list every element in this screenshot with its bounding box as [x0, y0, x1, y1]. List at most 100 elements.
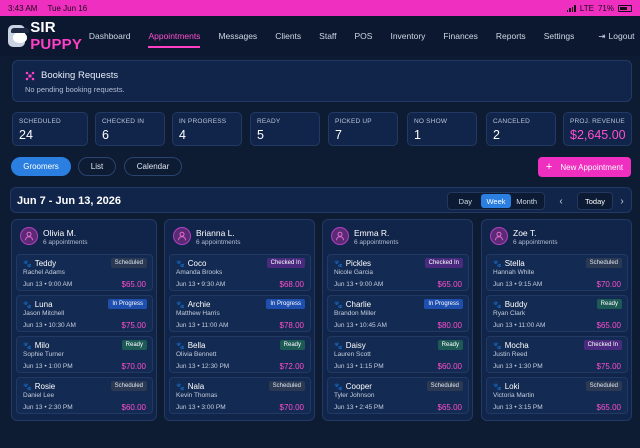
battery-label: 71%: [597, 3, 614, 13]
appointment-time: Jun 13 • 11:00 AM: [176, 322, 229, 329]
stat-card-checked-in[interactable]: CHECKED IN 6: [95, 112, 165, 146]
pet-name: Pickles: [345, 259, 372, 268]
stat-value: 2: [493, 128, 500, 142]
appointment-card[interactable]: 🐾 Archie Matthew Harris Jun 13 • 11:00 AM $7…: [169, 295, 311, 332]
status-bar: 3:43 AM Tue Jun 16 LTE 71%: [0, 0, 640, 16]
month-view-button[interactable]: Month: [516, 196, 538, 206]
appointment-card[interactable]: 🐾 Buddy Ryan Clark Jun 13 • 11:00 AM $65.00 R…: [486, 295, 628, 332]
appointment-price: $65.00: [121, 280, 146, 289]
groomer-avatar-icon: [331, 227, 349, 245]
appointment-card[interactable]: 🐾 Cooper Tyler Johnson Jun 13 • 2:45 PM $65.…: [327, 377, 469, 414]
paw-icon: 🐾: [23, 383, 32, 391]
booking-requests-panel: Booking Requests No pending booking requ…: [12, 60, 632, 102]
nav-item-staff[interactable]: Staff: [319, 31, 337, 41]
status-badge: Ready: [279, 340, 305, 350]
appointment-card[interactable]: 🐾 Rosie Daniel Lee Jun 13 • 2:30 PM $60.00 Sc…: [16, 377, 153, 414]
new-appointment-button[interactable]: + New Appointment: [538, 157, 631, 177]
stat-label: NO SHOW: [414, 118, 448, 125]
brand-logo[interactable]: SIR PUPPY: [8, 19, 89, 53]
appointment-price: $75.00: [121, 321, 146, 330]
appointment-card[interactable]: 🐾 Nala Kevin Thomas Jun 13 • 3:00 PM $70.00 S…: [169, 377, 311, 414]
week-view-button[interactable]: Week: [480, 194, 512, 208]
new-appointment-label: New Appointment: [560, 162, 624, 172]
nav-item-appointments[interactable]: Appointments: [148, 16, 200, 56]
logout-button[interactable]: ⇥ Logout: [598, 16, 634, 56]
appointment-time: Jun 13 • 3:15 PM: [493, 404, 543, 411]
nav-item-inventory[interactable]: Inventory: [390, 31, 426, 41]
groomer-header[interactable]: Zoe T. 6 appointments: [482, 220, 631, 253]
status-badge: In Progress: [266, 299, 305, 309]
status-badge: Checked In: [266, 258, 305, 268]
appointment-card[interactable]: 🐾 Charlie Brandon Miller Jun 13 • 10:45 AM $…: [327, 295, 469, 332]
stat-card-ready[interactable]: READY 5: [250, 112, 320, 146]
paw-icon: 🐾: [23, 301, 32, 309]
appointment-card[interactable]: 🐾 Daisy Lauren Scott Jun 13 • 1:15 PM $60.00…: [327, 336, 469, 373]
stat-card-picked-up[interactable]: PICKED UP 7: [328, 112, 398, 146]
booking-requests-subtitle: No pending booking requests.: [25, 85, 125, 94]
appointment-card[interactable]: 🐾 Loki Victoria Martin Jun 13 • 3:15 PM $65.…: [486, 377, 628, 414]
owner-name: Brandon Miller: [334, 310, 376, 317]
battery-icon: [618, 4, 632, 12]
stat-card-proj-revenue[interactable]: PROJ. REVENUE $2,645.00: [563, 112, 632, 146]
nav-item-pos[interactable]: POS: [354, 31, 373, 41]
date-range-bar: Jun 7 - Jun 13, 2026 Day Week Month ‹ To…: [10, 187, 632, 213]
groomer-name: Emma R.: [354, 228, 390, 238]
owner-name: Rachel Adams: [23, 269, 65, 276]
appointment-price: $65.00: [596, 321, 621, 330]
day-view-button[interactable]: Day: [458, 196, 472, 206]
nav-item-reports[interactable]: Reports: [495, 31, 526, 41]
groomer-header[interactable]: Brianna L. 6 appointments: [165, 220, 314, 253]
logout-label: Logout: [608, 31, 635, 41]
appointment-card[interactable]: 🐾 Stella Hannah White Jun 13 • 9:15 AM $70.0…: [486, 254, 628, 291]
stat-card-no-show[interactable]: NO SHOW 1: [407, 112, 477, 146]
appointment-card[interactable]: 🐾 Luna Jason Mitchell Jun 13 • 10:30 AM $75.…: [16, 295, 153, 332]
view-list-button[interactable]: List: [78, 157, 116, 176]
appointment-card[interactable]: 🐾 Bella Olivia Bennett Jun 13 • 12:30 PM $72…: [169, 336, 311, 373]
nav-item-dashboard[interactable]: Dashboard: [88, 31, 131, 41]
groomer-appointment-count: 6 appointments: [43, 239, 88, 246]
owner-name: Hannah White: [493, 269, 535, 276]
groomer-header[interactable]: Emma R. 6 appointments: [323, 220, 472, 253]
view-calendar-button[interactable]: Calendar: [124, 157, 182, 176]
appointment-card[interactable]: 🐾 Pickles Nicole Garcia Jun 13 • 9:00 AM $65…: [327, 254, 469, 291]
pet-name: Nala: [187, 382, 205, 391]
groomer-column: Emma R. 6 appointments 🐾 Pickles Nicole Garc…: [322, 219, 473, 421]
status-badge: Scheduled: [426, 381, 463, 391]
appointment-card[interactable]: 🐾 Teddy Rachel Adams Jun 13 • 9:00 AM $65.00…: [16, 254, 153, 291]
prev-week-icon[interactable]: ‹: [559, 195, 563, 207]
paw-icon: 🐾: [176, 260, 185, 268]
nav-item-finances[interactable]: Finances: [443, 31, 478, 41]
appointment-card[interactable]: 🐾 Coco Amanda Brooks Jun 13 • 9:30 AM $68.00…: [169, 254, 311, 291]
nav-item-settings[interactable]: Settings: [543, 31, 575, 41]
paw-icon: 🐾: [493, 260, 502, 268]
groomer-header[interactable]: Olivia M. 6 appointments: [12, 220, 156, 253]
appointment-price: $80.00: [437, 321, 462, 330]
pet-name: Bella: [187, 341, 206, 350]
pet-name: Cooper: [345, 382, 372, 391]
pet-name: Charlie: [345, 300, 372, 309]
nav-item-messages[interactable]: Messages: [218, 31, 258, 41]
status-badge: Ready: [121, 340, 147, 350]
stat-card-scheduled[interactable]: SCHEDULED 24: [12, 112, 88, 146]
groomer-avatar-icon: [173, 227, 191, 245]
appointment-price: $68.00: [279, 280, 304, 289]
appointment-price: $65.00: [437, 280, 462, 289]
groomer-column: Zoe T. 6 appointments 🐾 Stella Hannah White J…: [481, 219, 632, 421]
paw-icon: 🐾: [23, 260, 32, 268]
view-groomers-button[interactable]: Groomers: [11, 157, 71, 176]
status-badge: Checked In: [583, 340, 622, 350]
nav-item-clients[interactable]: Clients: [275, 31, 302, 41]
stat-card-canceled[interactable]: CANCELED 2: [486, 112, 556, 146]
next-week-icon[interactable]: ›: [620, 195, 624, 207]
groomer-name: Olivia M.: [43, 228, 77, 238]
owner-name: Justin Reed: [493, 351, 528, 358]
date-range-label: Jun 7 - Jun 13, 2026: [17, 195, 121, 207]
stat-label: IN PROGRESS: [179, 118, 227, 125]
appointment-price: $72.00: [279, 362, 304, 371]
today-button[interactable]: Today: [577, 192, 613, 210]
appointment-card[interactable]: 🐾 Milo Sophie Turner Jun 13 • 1:00 PM $70.00…: [16, 336, 153, 373]
stat-value: 24: [19, 128, 33, 142]
appointment-card[interactable]: 🐾 Mocha Justin Reed Jun 13 • 1:30 PM $75.00 C…: [486, 336, 628, 373]
owner-name: Lauren Scott: [334, 351, 371, 358]
stat-card-in-progress[interactable]: IN PROGRESS 4: [172, 112, 242, 146]
